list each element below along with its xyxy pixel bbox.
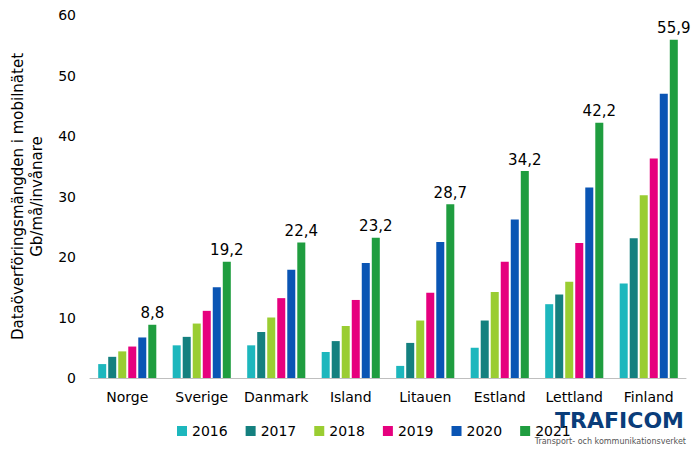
svg-text:34,2: 34,2 (508, 151, 541, 169)
svg-text:19,2: 19,2 (210, 241, 243, 259)
svg-text:Island: Island (330, 389, 372, 405)
svg-text:0: 0 (67, 370, 76, 386)
svg-text:30: 30 (58, 189, 76, 205)
svg-text:Danmark: Danmark (244, 389, 309, 405)
svg-text:Litauen: Litauen (399, 389, 451, 405)
svg-text:2020: 2020 (467, 423, 503, 439)
svg-text:40: 40 (58, 128, 76, 144)
svg-text:55,9: 55,9 (657, 19, 690, 37)
svg-text:22,4: 22,4 (285, 222, 318, 240)
svg-text:Transport- och kommunikationsv: Transport- och kommunikationsverket (534, 436, 686, 446)
svg-text:2017: 2017 (261, 423, 297, 439)
svg-text:Dataöverföringsmängden i mobil: Dataöverföringsmängden i mobilnätet (9, 53, 27, 340)
svg-text:2018: 2018 (329, 423, 365, 439)
svg-text:Norge: Norge (106, 389, 148, 405)
svg-text:42,2: 42,2 (583, 102, 616, 120)
svg-text:20: 20 (58, 249, 76, 265)
svg-text:8,8: 8,8 (140, 304, 164, 322)
svg-text:Estland: Estland (474, 389, 526, 405)
svg-text:23,2: 23,2 (359, 217, 392, 235)
svg-text:2019: 2019 (398, 423, 434, 439)
svg-text:2021: 2021 (535, 423, 571, 439)
svg-text:Gb/må/invånare: Gb/må/invånare (28, 136, 46, 257)
svg-text:2016: 2016 (192, 423, 228, 439)
svg-text:50: 50 (58, 68, 76, 84)
svg-text:60: 60 (58, 7, 76, 23)
svg-text:Finland: Finland (624, 389, 674, 405)
svg-text:10: 10 (58, 310, 76, 326)
svg-text:TRAFICOM: TRAFICOM (555, 408, 684, 433)
svg-text:Lettland: Lettland (546, 389, 603, 405)
svg-text:28,7: 28,7 (434, 184, 467, 202)
svg-text:Sverige: Sverige (175, 389, 228, 405)
